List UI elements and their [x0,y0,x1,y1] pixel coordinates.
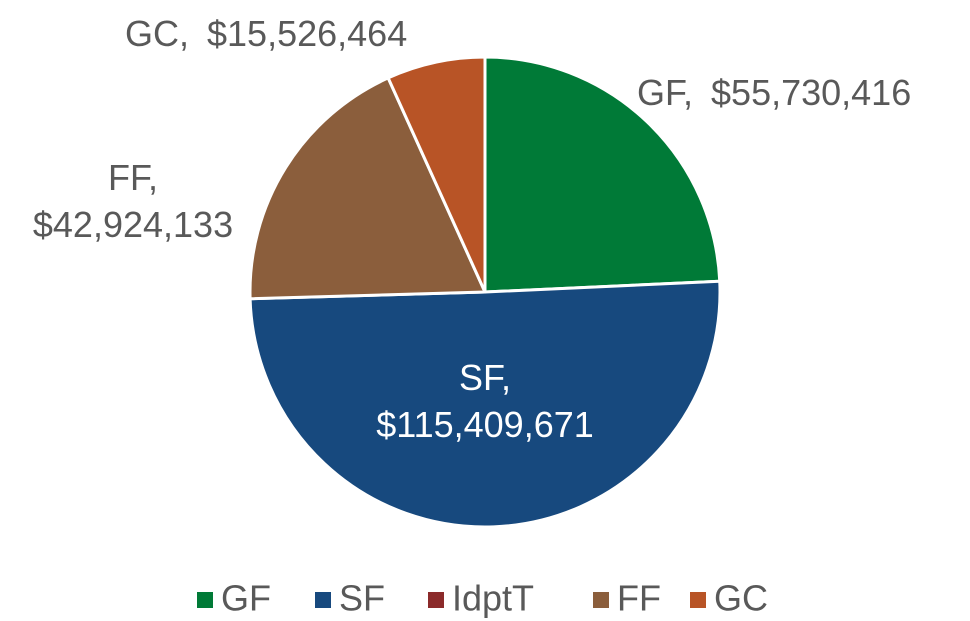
legend-swatch [197,592,213,608]
data-label-category: FF [108,157,151,198]
data-label-value: $15,526,464 [207,13,407,54]
data-label-value: $55,730,416 [711,72,911,113]
data-label-separator: , [501,357,511,398]
data-label-separator: , [148,157,158,198]
legend-swatch [690,592,706,608]
legend-label: IdptT [452,578,534,619]
pie-slice [248,279,722,529]
data-label: SF, $115,409,671 [376,357,594,445]
pie-slice [483,55,722,294]
pie-slice [248,76,487,301]
legend-label: FF [617,578,661,619]
legend-label: GF [221,578,271,619]
data-label: GF, $55,730,416 [637,72,911,113]
data-label: GC, $15,526,464 [125,13,407,54]
legend-swatch [428,592,444,608]
pie-slice [386,55,487,294]
data-label-separator: , [179,13,189,54]
data-label-category: GC [125,13,179,54]
legend-label: GC [714,578,768,619]
legend-swatch [315,592,331,608]
data-label-category: GF [637,72,686,113]
data-label-value: $42,924,133 [33,204,233,245]
data-label-category: SF [459,357,504,398]
data-label-value: $115,409,671 [376,404,594,445]
data-label: FF, $42,924,133 [33,157,233,245]
legend-label: SF [339,578,385,619]
data-label-separator: , [683,72,693,113]
legend-swatch [593,592,609,608]
